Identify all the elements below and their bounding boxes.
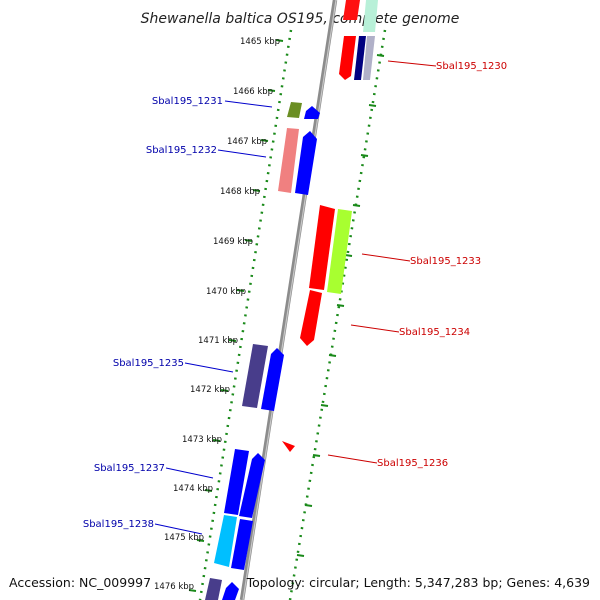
- tick-label: 1474 kbp: [173, 484, 213, 494]
- forward-genes: [282, 0, 378, 452]
- tick-label: 1466 kbp: [233, 87, 273, 97]
- gene-1233-block-a: [309, 205, 335, 290]
- gene-block: [222, 582, 239, 600]
- tick-labels: 1465 kbp 1466 kbp 1467 kbp 1468 kbp 1469…: [154, 37, 280, 592]
- tick-label: 1467 kbp: [227, 137, 267, 147]
- gene-1237-block-b: [239, 453, 265, 518]
- gene-1238-block-b: [231, 519, 253, 570]
- genome-backbone: [239, 0, 338, 600]
- gene-1236-block: [282, 441, 295, 452]
- reverse-genes: [205, 102, 320, 600]
- tick-label: 1471 kbp: [198, 336, 238, 346]
- gene-1230-block-b: [354, 36, 366, 80]
- gene-label-sbal195-1231[interactable]: Sbal195_1231: [152, 96, 223, 107]
- gene-1230-block-a: [339, 36, 356, 80]
- gene-block: [363, 0, 378, 32]
- map-title: Shewanella baltica OS195, complete genom…: [141, 11, 460, 27]
- tick-label: 1472 kbp: [190, 385, 230, 395]
- gene-1235-block-a: [242, 344, 268, 408]
- accession-text: Accession: NC_009997: [9, 575, 151, 590]
- genome-info-text: Topology: circular; Length: 5,347,283 bp…: [246, 575, 590, 590]
- tick-label: 1465 kbp: [240, 37, 280, 47]
- outer-dotted-boundary: [198, 29, 293, 600]
- gene-label-sbal195-1238[interactable]: Sbal195_1238: [83, 519, 154, 530]
- tick-label: 1476 kbp: [154, 582, 194, 592]
- gene-label-sbal195-1237[interactable]: Sbal195_1237: [94, 463, 165, 474]
- gene-label-sbal195-1232[interactable]: Sbal195_1232: [146, 145, 217, 156]
- gene-label-sbal195-1236[interactable]: Sbal195_1236: [377, 458, 448, 469]
- gene-1235-block-b: [261, 348, 284, 411]
- tick-label: 1473 kbp: [182, 435, 222, 445]
- gene-label-sbal195-1234[interactable]: Sbal195_1234: [399, 327, 470, 338]
- gene-label-sbal195-1233[interactable]: Sbal195_1233: [410, 256, 481, 267]
- gene-1231-arrow: [304, 106, 320, 119]
- gene-1237-block-a: [224, 449, 249, 515]
- gene-1233-block-b: [327, 209, 352, 294]
- gene-1234-block: [300, 290, 322, 346]
- tick-label: 1475 kbp: [164, 533, 204, 543]
- tick-label: 1470 kbp: [206, 287, 246, 297]
- tick-label: 1468 kbp: [220, 187, 260, 197]
- gene-label-sbal195-1230[interactable]: Sbal195_1230: [436, 61, 507, 72]
- gene-1232-block-a: [278, 128, 299, 193]
- inner-dotted-boundary: [288, 29, 387, 600]
- gene-label-sbal195-1235[interactable]: Sbal195_1235: [113, 358, 184, 369]
- leader-lines: [154, 60, 437, 535]
- gene-1231-block: [287, 102, 302, 118]
- gene-1238-block-a: [214, 515, 237, 567]
- inner-ticks: [296, 54, 385, 557]
- gene-block: [205, 578, 222, 600]
- gene-1230-block-c: [363, 36, 375, 80]
- genome-backbone-highlight: [242, 0, 337, 600]
- outer-ticks: [188, 39, 284, 592]
- tick-label: 1469 kbp: [213, 237, 253, 247]
- gene-1232-block-b: [295, 131, 317, 195]
- gene-block: [343, 0, 360, 20]
